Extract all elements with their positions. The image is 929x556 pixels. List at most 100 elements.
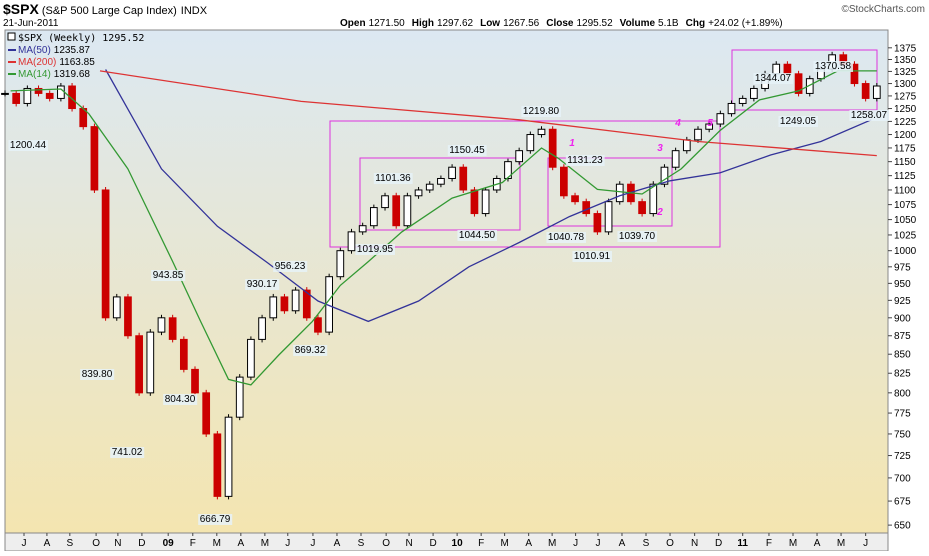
candle-body	[750, 87, 758, 99]
wave-label: 4	[674, 118, 681, 129]
quote-label: Close	[546, 18, 574, 29]
annotation-box	[572, 251, 613, 262]
candle-body	[638, 201, 646, 215]
price-annotation: 1010.91	[574, 251, 611, 262]
ma-line	[99, 70, 877, 157]
y-tick-label: 1200	[894, 130, 917, 141]
price-annotation: 1019.95	[357, 244, 394, 255]
candle-body	[336, 250, 345, 278]
y-tick-label: 1350	[894, 55, 917, 66]
price-annotation: 1040.78	[548, 232, 585, 243]
quote: Open 1271.50 High 1297.62 Low 1267.56 Close 129…	[340, 18, 783, 29]
candle-body	[537, 128, 546, 136]
annotation-box	[273, 261, 308, 272]
quote-label: Low	[480, 18, 500, 29]
price-annotation: 956.23	[275, 261, 306, 272]
annotation-box	[813, 61, 854, 72]
quote-value: +24.02 (+1.89%)	[708, 18, 783, 29]
y-tick-label: 1025	[894, 230, 917, 241]
annotation-box	[245, 279, 280, 290]
candle-body	[850, 63, 859, 85]
y-tick-label: 800	[894, 388, 911, 399]
candle-body	[515, 150, 524, 163]
y-tick-label: 675	[894, 497, 911, 508]
candle-body	[381, 195, 389, 209]
price-annotation: 943.85	[153, 270, 184, 281]
legend-name: MA(14)	[18, 69, 51, 80]
price-annotation: 741.02	[112, 447, 143, 458]
date: 21-Jun-2011	[3, 18, 59, 29]
annotation-box	[355, 244, 396, 255]
quote-value: 1267.56	[503, 18, 540, 29]
x-tick-label: S	[643, 538, 650, 549]
candle-body	[738, 97, 747, 104]
annotation-box	[753, 73, 794, 84]
candle-body	[269, 296, 278, 319]
annotation-box	[80, 369, 115, 380]
y-tick-label: 975	[894, 262, 911, 273]
y-tick-label: 1225	[894, 117, 917, 128]
annotation-box	[521, 106, 562, 117]
legend-price: $SPX (Weekly) 1295.52	[18, 33, 144, 44]
legend-entry: MA(14) 1319.68	[18, 69, 90, 80]
x-tick-label: M	[789, 538, 797, 549]
candle-body	[314, 317, 322, 333]
candle-body	[45, 92, 54, 99]
candle-body	[582, 201, 591, 215]
y-tick-label: 1150	[894, 157, 916, 168]
y-tick-label: 750	[894, 429, 911, 440]
y-tick-label: 925	[894, 296, 911, 307]
ma-line	[10, 70, 877, 386]
legend-name: MA(200)	[18, 57, 56, 68]
candle-body	[280, 296, 289, 312]
annotation-box	[373, 173, 413, 184]
y-tick-label: 1325	[894, 67, 917, 78]
candle-body	[504, 161, 512, 179]
quote-label: High	[412, 18, 434, 29]
annotation-box	[617, 231, 658, 242]
x-tick-label: A	[525, 538, 532, 549]
candle-body	[247, 338, 255, 378]
x-tick-label: J	[595, 538, 600, 549]
x-tick-label: N	[405, 538, 412, 549]
x-tick-label: N	[114, 538, 121, 549]
price-annotation: 1044.50	[459, 230, 496, 241]
candle-body	[727, 102, 736, 115]
candle-body	[448, 166, 456, 179]
price-annotation: 839.80	[82, 369, 113, 380]
x-tick-label: J	[863, 538, 868, 549]
y-tick-label: 875	[894, 331, 911, 342]
x-tick-label: S	[358, 538, 365, 549]
x-tick-label: A	[238, 538, 245, 549]
exchange: INDX	[181, 5, 208, 17]
candle-body	[392, 195, 401, 227]
candle-body	[671, 150, 680, 168]
price-annotation: 1101.36	[375, 173, 411, 184]
candle-body	[414, 189, 423, 197]
candle-body	[135, 335, 143, 394]
wave-label: 5	[707, 118, 713, 129]
index-name: (S&P 500 Large Cap Index)	[42, 5, 177, 17]
x-tick-label: O	[382, 538, 390, 549]
x-tick-label: D	[429, 538, 436, 549]
annotation-box	[546, 232, 587, 243]
x-tick-label: D	[138, 538, 145, 549]
price-annotation: 666.79	[200, 514, 231, 525]
candle-body	[101, 189, 110, 319]
candle-body	[425, 183, 434, 191]
candle-body	[168, 317, 177, 340]
y-tick-label: 1100	[894, 185, 916, 196]
copyright: ©StockCharts.com	[841, 4, 925, 15]
candle-body	[57, 85, 65, 99]
annotation-box	[163, 394, 198, 405]
quote-value: 1295.52	[576, 18, 613, 29]
candle-body	[291, 289, 300, 312]
header-title: $SPX (S&P 500 Large Cap Index) INDX	[3, 1, 208, 17]
x-tick-label: J	[285, 538, 290, 549]
y-tick-label: 650	[894, 521, 911, 532]
legend-entry: MA(200) 1163.85	[18, 57, 95, 68]
y-tick-label: 950	[894, 279, 911, 290]
candle-body	[682, 139, 691, 152]
y-tick-label: 1125	[894, 171, 916, 182]
